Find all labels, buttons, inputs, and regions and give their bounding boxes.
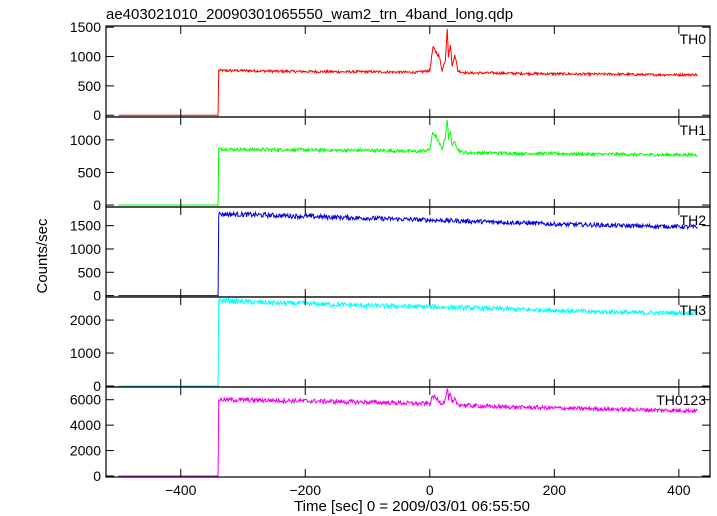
- series-label-th2: TH2: [680, 212, 707, 228]
- x-tick-label: 200: [543, 482, 567, 498]
- y-tick-label: 1000: [70, 49, 101, 65]
- y-tick-label: 500: [78, 264, 102, 280]
- panel-frame-th3: [105, 296, 711, 388]
- y-axis-title: Counts/sec: [34, 218, 51, 294]
- x-tick-label: 0: [426, 482, 434, 498]
- panel-th3: 0 1000 2000 TH3: [70, 296, 711, 394]
- y-tick-label: 500: [78, 164, 102, 180]
- panel-frame-th1: [105, 116, 711, 208]
- y-tick-label: 2000: [70, 312, 101, 328]
- x-tick-label: 400: [667, 482, 691, 498]
- series-line-th3: [118, 297, 698, 387]
- panel-th1: 0 500 1000 TH1: [70, 116, 711, 213]
- series-label-th3: TH3: [680, 302, 707, 318]
- panel-frame-th0: [105, 25, 711, 118]
- x-tick-label: −400: [165, 482, 197, 498]
- x-axis-title: Time [sec] 0 = 2009/03/01 06:55:50: [294, 498, 530, 515]
- y-tick-label: 6000: [70, 392, 101, 408]
- y-tick-label: 1000: [70, 132, 101, 148]
- panels-group: 0 500 1000 1500 TH0 0 500 1000 TH1 0 500 1000 1500 TH…: [70, 19, 711, 484]
- y-tick-label: 0: [93, 288, 101, 304]
- series-line-th0: [118, 28, 698, 116]
- y-tick-label: 500: [78, 78, 102, 94]
- panel-frame-th0123: [105, 386, 711, 478]
- y-tick-label: 2000: [70, 443, 101, 459]
- panel-frame-th2: [105, 206, 711, 298]
- y-tick-label: 1000: [70, 241, 101, 257]
- y-tick-label: 0: [93, 197, 101, 213]
- panel-th2: 0 500 1000 1500 TH2: [70, 206, 711, 304]
- y-tick-label: 1500: [70, 218, 101, 234]
- y-tick-label: 1000: [70, 345, 101, 361]
- x-axis: −400 −200 0 200 400: [165, 482, 691, 498]
- series-line-th2: [118, 210, 698, 297]
- panel-th0: 0 500 1000 1500 TH0: [70, 19, 711, 123]
- series-label-th0123: TH0123: [656, 392, 706, 408]
- x-tick-label: −200: [289, 482, 321, 498]
- y-tick-label: 1500: [70, 19, 101, 35]
- series-line-th1: [118, 119, 698, 206]
- panel-th0123: 0 2000 4000 6000 TH0123: [70, 386, 711, 484]
- series-label-th0: TH0: [680, 31, 707, 47]
- y-tick-label: 0: [93, 378, 101, 394]
- series-label-th1: TH1: [680, 122, 707, 138]
- y-tick-label: 0: [93, 468, 101, 484]
- y-tick-label: 0: [93, 107, 101, 123]
- series-line-th0123: [118, 388, 698, 477]
- figure-title: ae403021010_20090301065550_wam2_trn_4ban…: [106, 6, 513, 23]
- y-tick-label: 4000: [70, 417, 101, 433]
